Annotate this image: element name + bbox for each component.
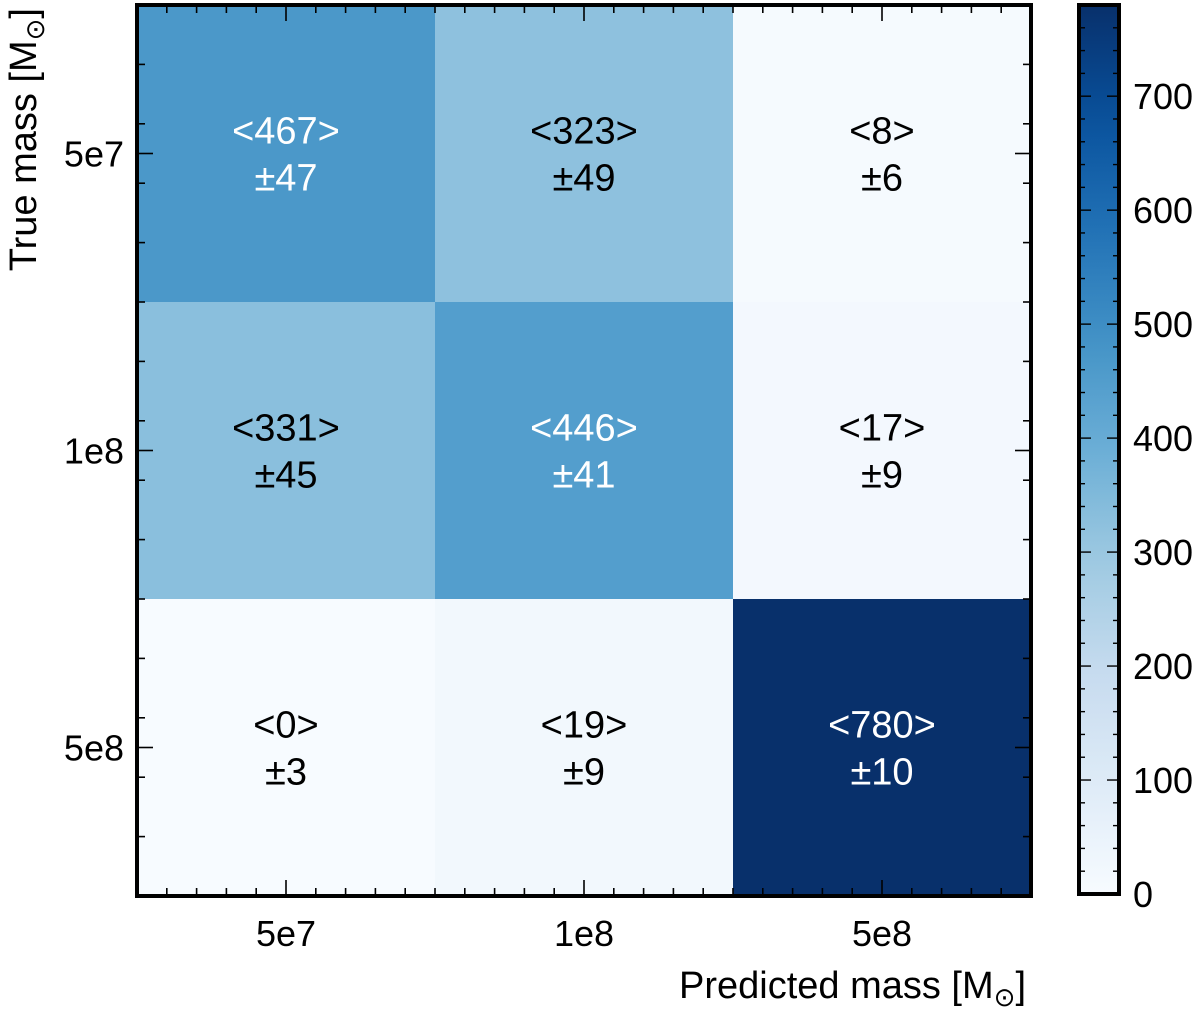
heatmap-cell-r0-c1 — [435, 5, 734, 303]
cell-labels: <467> ±47 <323> ±49 <8> ±6 <331> ±45 <446> ±41 <17… — [232, 111, 936, 794]
y-tick-label: 1e8 — [64, 431, 124, 472]
heatmap-cell-r0-c0 — [137, 5, 436, 303]
x-axis-label-close: ] — [1015, 965, 1026, 1007]
heatmap-cell-r1-c2 — [733, 302, 1032, 600]
x-axis-label-symbol: ⊙ — [994, 982, 1016, 1009]
cell-error-label: ±6 — [861, 158, 903, 200]
colorbar-tick-label: 700 — [1133, 76, 1193, 117]
cell-value-label: <323> — [530, 111, 638, 153]
y-axis-label: True mass [M⊙] — [3, 8, 50, 271]
cell-value-label: <467> — [232, 111, 340, 153]
colorbar-tick-label: 400 — [1133, 418, 1193, 459]
cell-error-label: ±10 — [850, 752, 913, 794]
heatmap-cell-r2-c0 — [137, 599, 436, 897]
cell-error-label: ±9 — [563, 752, 605, 794]
x-tick-label: 5e7 — [256, 913, 316, 954]
colorbar-tick-label: 300 — [1133, 532, 1193, 573]
heatmap-cell-r1-c1 — [435, 302, 734, 600]
x-tick-label: 1e8 — [554, 913, 614, 954]
cell-error-label: ±3 — [265, 752, 307, 794]
colorbar-tick-label: 600 — [1133, 190, 1193, 231]
colorbar-tick-label: 200 — [1133, 646, 1193, 687]
cell-error-label: ±47 — [254, 158, 317, 200]
heatmap-cell-r2-c1 — [435, 599, 734, 897]
cell-error-label: ±41 — [552, 455, 615, 497]
cell-value-label: <19> — [541, 705, 628, 747]
x-axis-label: Predicted mass [M⊙] — [679, 965, 1026, 1009]
cell-error-label: ±45 — [254, 455, 317, 497]
x-tick-label: 5e8 — [852, 913, 912, 954]
y-axis-label-close: ] — [3, 8, 45, 19]
plot-frame — [135, 3, 1033, 898]
cell-value-label: <446> — [530, 408, 638, 450]
cell-value-label: <331> — [232, 408, 340, 450]
cell-value-label: <0> — [253, 705, 319, 747]
heatmap-cell-r0-c2 — [733, 5, 1032, 303]
y-tick-label: 5e7 — [64, 134, 124, 175]
x-axis-label-text: Predicted mass [M — [679, 965, 994, 1007]
heatmap-cell-r1-c0 — [137, 302, 436, 600]
colorbar-tick-label: 0 — [1133, 874, 1153, 915]
colorbar-tick-label: 500 — [1133, 304, 1193, 345]
heatmap-cells — [137, 5, 1032, 897]
colorbar-bar — [1077, 3, 1121, 896]
colorbar-tick-label: 100 — [1133, 760, 1193, 801]
heatmap-cell-r2-c2 — [733, 599, 1032, 897]
y-axis-label-text: True mass [M — [3, 40, 45, 271]
colorbar: 0 100 200 300 400 500 600 700 — [1077, 3, 1193, 915]
cell-value-label: <8> — [849, 111, 915, 153]
cell-value-label: <17> — [839, 408, 926, 450]
y-axis-label-symbol: ⊙ — [20, 19, 50, 41]
y-tick-label: 5e8 — [64, 728, 124, 769]
cell-error-label: ±49 — [552, 158, 615, 200]
cell-value-label: <780> — [828, 705, 936, 747]
cell-error-label: ±9 — [861, 455, 903, 497]
